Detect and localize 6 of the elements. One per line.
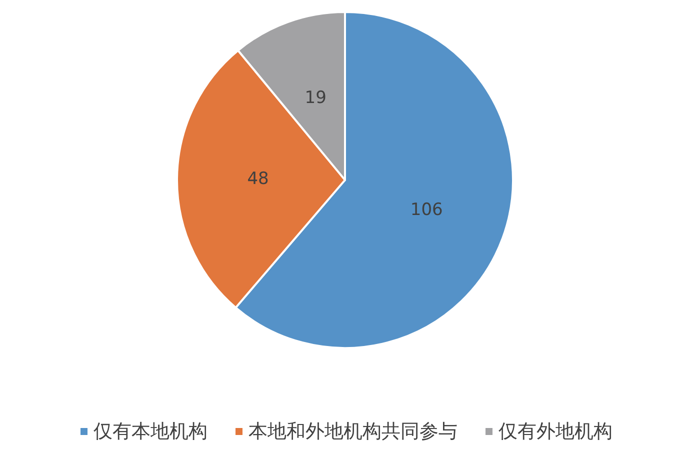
legend-label: 本地和外地机构共同参与 bbox=[248, 420, 458, 442]
legend-label: 仅有本地机构 bbox=[94, 420, 208, 442]
data-label: 48 bbox=[247, 169, 269, 190]
legend-label: 仅有外地机构 bbox=[498, 420, 612, 442]
data-label: 106 bbox=[410, 200, 443, 220]
data-label: 19 bbox=[304, 88, 326, 108]
